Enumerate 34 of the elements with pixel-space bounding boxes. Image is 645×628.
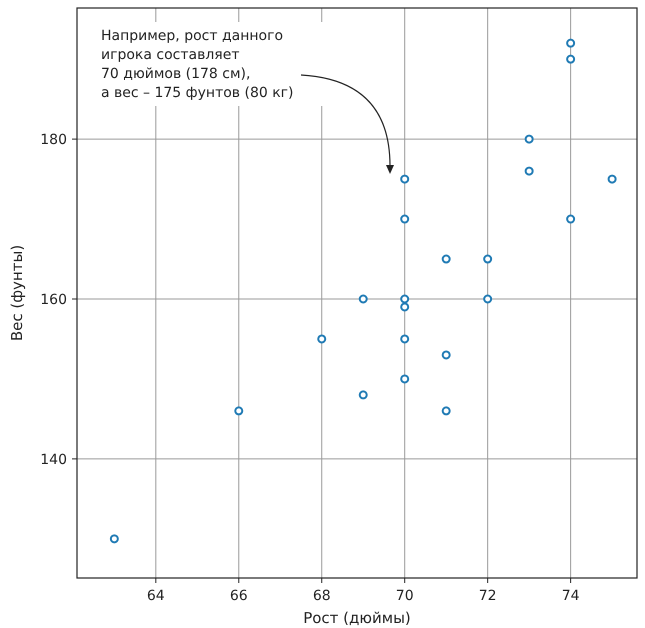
x-tick-label: 68 <box>312 588 331 604</box>
y-tick-label: 140 <box>40 452 67 468</box>
point <box>400 214 410 224</box>
y-tick-label: 180 <box>40 132 67 148</box>
x-tick-label: 70 <box>396 588 414 604</box>
point <box>483 294 492 304</box>
point <box>234 406 244 416</box>
point <box>442 406 451 416</box>
point <box>442 350 451 360</box>
annotation: Например, рост данного игрока составляет 70 дюймов (178 см), а вес – 175 фунтов (80 кг) <box>101 28 294 101</box>
point <box>566 38 576 48</box>
point <box>400 294 410 304</box>
x-axis-title: Рост (дюймы) <box>303 609 411 627</box>
point <box>400 374 410 384</box>
point <box>400 302 410 312</box>
x-tick-label: 66 <box>230 588 248 604</box>
point <box>110 534 119 544</box>
y-tick-label: 160 <box>40 292 67 308</box>
x-tick-label: 72 <box>478 588 497 604</box>
y-axis-title: Вес (фунты) <box>8 244 26 342</box>
point <box>483 254 492 264</box>
x-tick-label: 74 <box>562 588 580 604</box>
point <box>524 166 534 176</box>
point <box>608 174 617 184</box>
point <box>566 214 576 224</box>
point <box>442 254 451 264</box>
point <box>400 334 410 344</box>
x-tick-label: 64 <box>146 588 165 604</box>
point <box>524 134 534 144</box>
point <box>400 174 410 184</box>
point <box>317 334 326 344</box>
point <box>358 390 368 400</box>
point <box>566 54 576 64</box>
point <box>358 294 368 304</box>
